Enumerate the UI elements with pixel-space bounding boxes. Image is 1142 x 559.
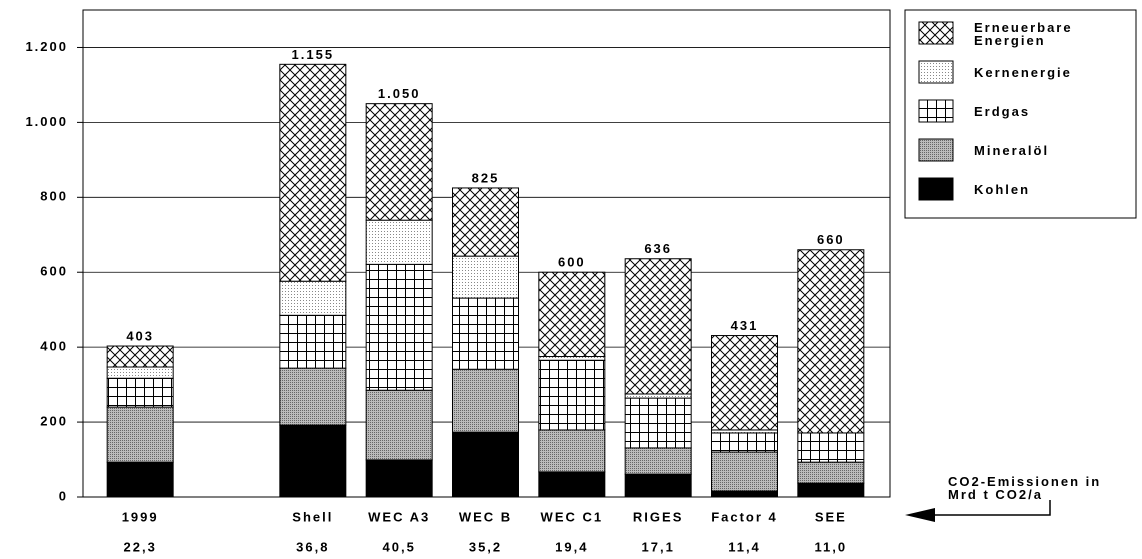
x-tick-label: WEC C1 (541, 509, 604, 524)
total-label: 1.155 (292, 47, 335, 62)
bar-segment (365, 219, 433, 265)
total-label: 636 (644, 241, 672, 256)
x-tick-label: Shell (292, 509, 333, 524)
bar-segment (365, 459, 433, 498)
bar-segment (279, 63, 347, 282)
y-tick-label: 400 (40, 339, 68, 354)
legend-swatch (918, 177, 954, 201)
y-tick-label: 600 (40, 264, 68, 279)
bar-segment (624, 258, 692, 395)
bar-segment (106, 406, 174, 463)
co2-label: 36,8 (296, 539, 329, 554)
total-label: 600 (558, 255, 586, 270)
legend-label: Erdgas (974, 104, 1031, 119)
bar-segment (365, 263, 433, 391)
bar-segment (624, 397, 692, 449)
legend-swatch (918, 21, 954, 45)
co2-label: 35,2 (469, 539, 502, 554)
bar-segment (711, 432, 778, 453)
bar-segment (365, 103, 433, 221)
bar-segment (797, 461, 865, 484)
co2-label: 22,3 (124, 539, 157, 554)
x-tick-label: WEC B (459, 509, 512, 524)
bar-segment (279, 367, 347, 426)
bar-segment (624, 393, 692, 399)
legend-label: Mineralöl (974, 143, 1050, 158)
legend-label: Kohlen (974, 182, 1031, 197)
bar-segment (624, 447, 692, 475)
bar-segment (452, 297, 519, 370)
bar-segment (711, 490, 778, 498)
bar-segment (365, 389, 433, 461)
x-tick-label: 1999 (122, 509, 159, 524)
y-tick-label: 800 (40, 189, 68, 204)
bar-segment (538, 471, 606, 498)
bar-segment (797, 482, 865, 498)
arrow-head (905, 508, 935, 522)
x-tick-label: SEE (815, 509, 847, 524)
total-label: 431 (731, 318, 759, 333)
y-tick-label: 200 (40, 414, 68, 429)
co2-label: 19,4 (555, 539, 588, 554)
bar-segment (106, 366, 174, 379)
x-tick-label: WEC A3 (368, 509, 430, 524)
arrow-line (918, 500, 1051, 516)
legend-swatch (918, 60, 954, 84)
bar-segment (106, 461, 174, 498)
co2-label: 17,1 (642, 539, 675, 554)
y-tick-label: 0 (59, 488, 68, 503)
legend-label: Erneuerbare Energien (974, 20, 1073, 48)
bar-segment (452, 255, 519, 299)
x-tick-label: RIGES (633, 509, 683, 524)
bar-segment (711, 451, 778, 492)
bar-segment (452, 187, 519, 257)
co2-label: 11,4 (728, 539, 761, 554)
bar-segment (538, 356, 606, 361)
total-label: 1.050 (378, 86, 421, 101)
y-tick-label: 1.000 (25, 114, 68, 129)
bar-segment (279, 280, 347, 316)
bar-segment (452, 368, 519, 433)
total-label: 403 (126, 328, 154, 343)
bar-segment (797, 432, 865, 463)
bar-segment (538, 359, 606, 431)
co2-label: 40,5 (383, 539, 416, 554)
bar-segment (106, 345, 174, 368)
total-label: 825 (472, 170, 500, 185)
bar-segment (711, 335, 778, 431)
legend-label: Kernenergie (974, 65, 1072, 80)
bar-segment (538, 429, 606, 473)
bar-segment (538, 271, 606, 358)
co2-label: 11,0 (815, 539, 848, 554)
bar-segment (797, 249, 865, 434)
legend-swatch (918, 138, 954, 162)
legend-swatch (918, 99, 954, 123)
bar-segment (452, 431, 519, 498)
co2-title: CO2-Emissionen in Mrd t CO2/a (948, 474, 1102, 502)
bar-segment (624, 473, 692, 498)
bar-segment (279, 424, 347, 498)
bar-segment (279, 314, 347, 369)
x-tick-label: Factor 4 (711, 509, 778, 524)
y-tick-label: 1.200 (25, 39, 68, 54)
total-label: 660 (817, 232, 845, 247)
bar-segment (106, 377, 174, 408)
